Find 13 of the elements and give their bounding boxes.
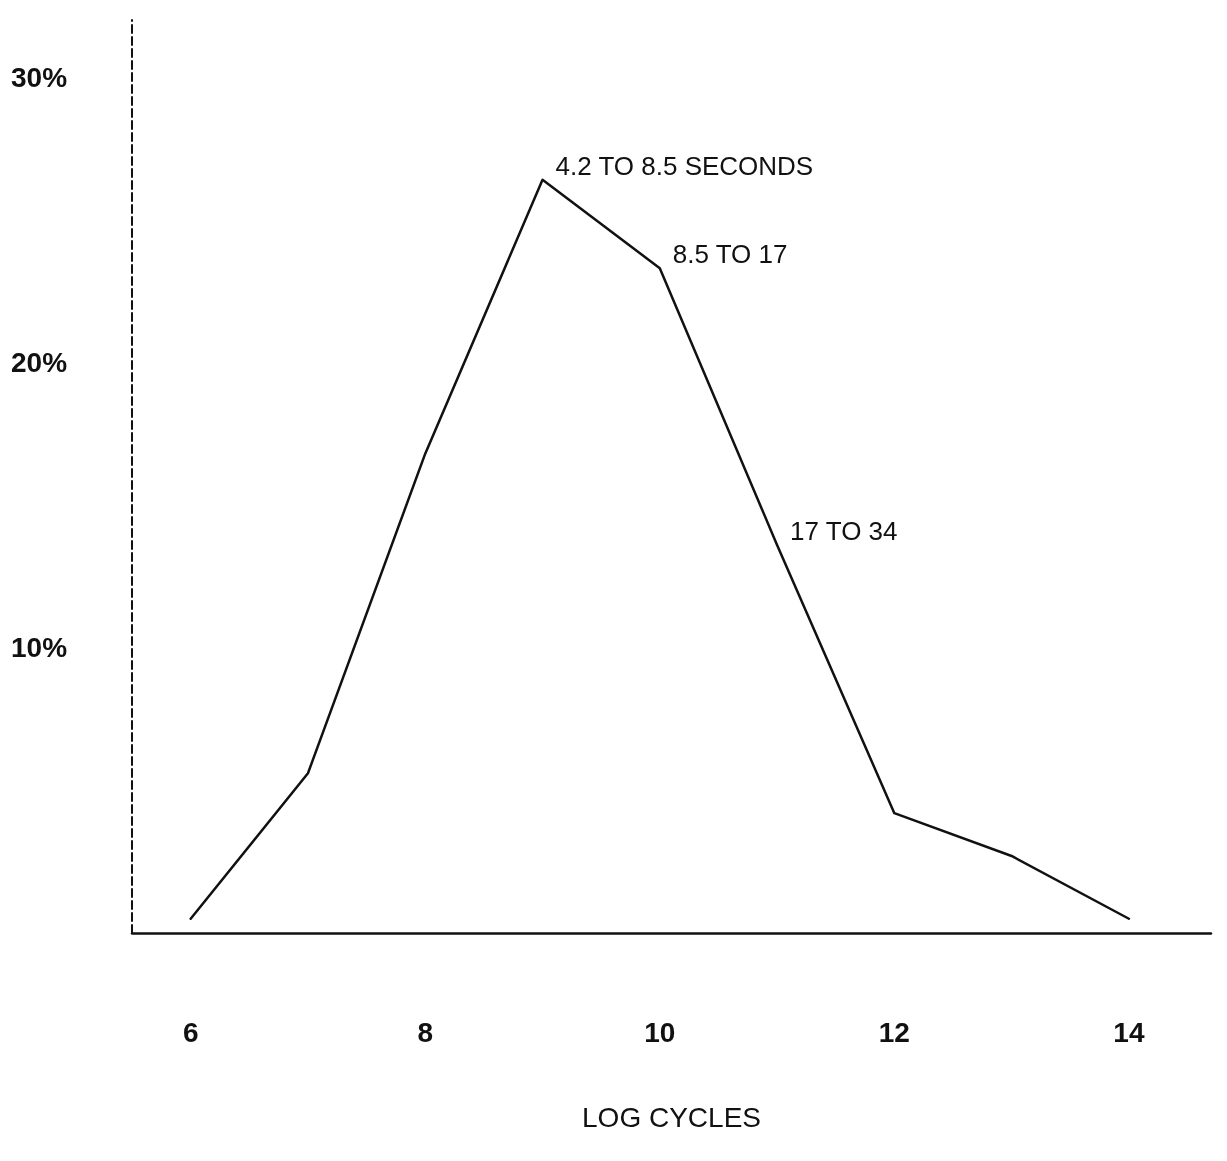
x-tick-label: 8 bbox=[417, 1016, 434, 1048]
y-tick-label: 10% bbox=[10, 632, 68, 664]
annotation: 8.5 TO 17 bbox=[672, 239, 788, 270]
x-tick-label: 14 bbox=[1113, 1016, 1145, 1048]
x-tick-label: 6 bbox=[182, 1016, 199, 1048]
annotation: 4.2 TO 8.5 SECONDS bbox=[555, 150, 814, 181]
line-series bbox=[189, 178, 1131, 920]
x-axis-title: LOG CYCLES bbox=[582, 1101, 761, 1133]
y-tick-label: 30% bbox=[10, 61, 68, 93]
y-tick-label: 20% bbox=[10, 346, 68, 378]
annotation: 17 TO 34 bbox=[790, 515, 898, 546]
x-tick-label: 12 bbox=[878, 1016, 910, 1048]
x-tick-label: 10 bbox=[644, 1016, 676, 1048]
